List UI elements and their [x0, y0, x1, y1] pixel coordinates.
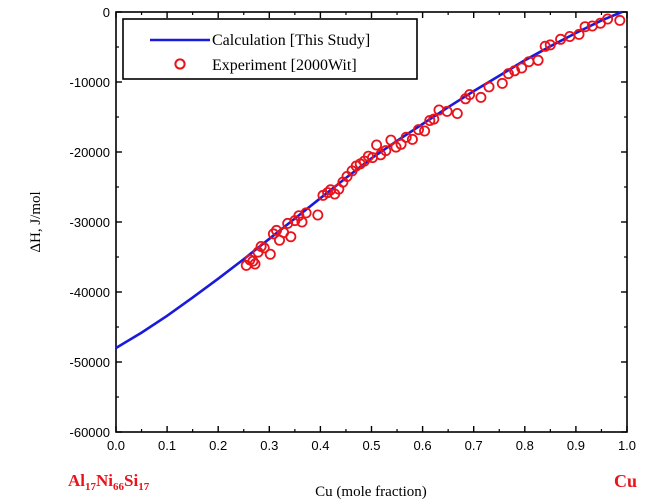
experiment-point: [441, 105, 453, 117]
experiment-point: [380, 145, 392, 157]
experiment-point: [516, 62, 528, 74]
experiment-point: [502, 68, 514, 80]
y-tick-label: -20000: [70, 145, 110, 160]
experiment-point: [475, 91, 487, 103]
experiment-point: [264, 248, 276, 260]
x-tick-label: 0.7: [465, 438, 483, 453]
experiment-point: [322, 187, 334, 199]
experiment-point: [285, 231, 297, 243]
experiment-point: [247, 255, 259, 267]
x-tick-label: 0.4: [311, 438, 329, 453]
experiment-point: [433, 104, 445, 116]
x-tick-label: 0.6: [414, 438, 432, 453]
experiment-point: [282, 217, 294, 229]
experiment-point: [249, 258, 261, 270]
experiment-point: [573, 28, 585, 40]
experiment-point: [267, 228, 279, 240]
y-tick-label: -10000: [70, 75, 110, 90]
experiment-point: [544, 39, 556, 51]
x-tick-label: 0.0: [107, 438, 125, 453]
x-tick-label: 0.8: [516, 438, 534, 453]
y-tick-label: -30000: [70, 215, 110, 230]
experiment-point: [614, 14, 626, 26]
x-tick-label: 0.1: [158, 438, 176, 453]
legend-label-calculation: Calculation [This Study]: [212, 32, 370, 49]
left-endmember-label: Al17Ni66Si17: [68, 471, 150, 493]
experiment-point: [300, 207, 312, 219]
experiment-point: [509, 65, 521, 77]
experiment-point: [312, 209, 324, 221]
y-tick-label: -60000: [70, 425, 110, 440]
experiment-point: [258, 242, 270, 254]
experiment-point: [451, 108, 463, 120]
experiment-point: [412, 124, 424, 136]
experiment-point: [602, 13, 614, 25]
legend: Calculation [This Study] Experiment [200…: [122, 18, 418, 80]
x-tick-label: 0.5: [362, 438, 380, 453]
experiment-point: [400, 131, 412, 143]
x-axis-ticks: 0.0 0.1 0.2 0.3 0.4 0.5 0.6 0.7 0.8 0.9 1.0: [107, 12, 636, 453]
experiment-point: [406, 133, 418, 145]
experiment-point: [385, 134, 397, 146]
experiment-point: [395, 138, 407, 150]
experiment-point: [296, 216, 308, 228]
experiment-point: [496, 77, 508, 89]
y-tick-label: -40000: [70, 285, 110, 300]
x-axis-title: Cu (mole fraction): [315, 484, 427, 500]
experiment-point: [270, 224, 282, 236]
experiment-point: [579, 21, 591, 33]
y-axis-ticks: 0 -10000 -20000 -30000 -40000 -50000 -60000: [70, 5, 627, 440]
experiment-point: [483, 81, 495, 93]
y-tick-label: -50000: [70, 355, 110, 370]
x-tick-label: 1.0: [618, 438, 636, 453]
legend-label-experiment: Experiment [2000Wit]: [212, 57, 357, 74]
right-endmember-label: Cu: [614, 471, 637, 491]
experiment-point: [428, 113, 440, 125]
experiment-point: [293, 210, 305, 222]
x-tick-label: 0.9: [567, 438, 585, 453]
experiment-point: [539, 40, 551, 52]
y-tick-label: 0: [103, 5, 110, 20]
calculation-line: [115, 10, 623, 350]
experiment-point: [464, 89, 476, 101]
experiment-point: [532, 54, 544, 66]
experiment-points: [240, 13, 626, 271]
experiment-point: [371, 139, 383, 151]
x-tick-label: 0.3: [260, 438, 278, 453]
y-axis-title: ΔH, J/mol: [28, 191, 44, 252]
experiment-point: [419, 125, 431, 137]
x-tick-label: 0.2: [209, 438, 227, 453]
legend-marker-experiment: [174, 58, 186, 70]
legend-box: [122, 18, 418, 80]
